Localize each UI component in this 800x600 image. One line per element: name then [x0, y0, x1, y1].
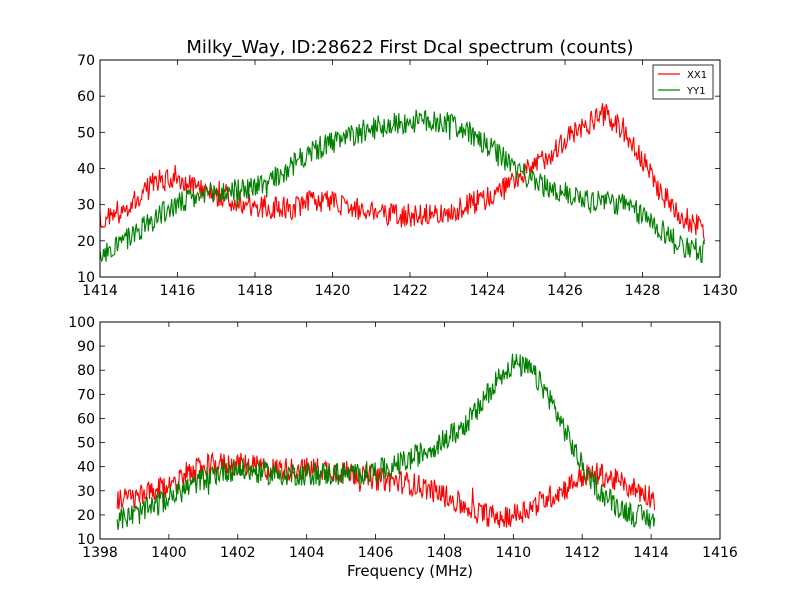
legend-label-yy1: YY1	[686, 86, 706, 97]
y-tick-label: 60	[77, 89, 95, 105]
legend: XX1 YY1	[652, 64, 714, 100]
chart-title: Milky_Way, ID:28622 First Dcal spectrum …	[186, 37, 633, 58]
x-tick-label: 1404	[289, 545, 325, 561]
legend-label-xx1: XX1	[687, 70, 707, 81]
y-tick-label: 70	[77, 53, 95, 69]
x-tick-label: 1406	[358, 545, 394, 561]
y-tick-label: 50	[77, 125, 95, 141]
y-tick-label: 40	[77, 460, 95, 476]
top-panel: 1414 1416 1418 1420 1422 1424 1426 1428 1430 10 20…	[77, 53, 738, 299]
x-tick-label: 1418	[237, 283, 273, 299]
x-tick-label: 1410	[496, 545, 532, 561]
axes-frame	[99, 59, 721, 278]
x-tick-label: 1414	[82, 283, 118, 299]
y-tick-label: 60	[77, 411, 95, 427]
x-tick-label: 1416	[160, 283, 196, 299]
x-tick-label: 1408	[427, 545, 463, 561]
series-line-xx1	[99, 103, 706, 242]
y-tick-label: 10	[77, 532, 95, 548]
x-tick-label: 1426	[547, 283, 583, 299]
x-tick-label: 1422	[392, 283, 428, 299]
series-line-yy1	[116, 353, 656, 531]
x-tick-label: 1414	[633, 545, 669, 561]
x-tick-label: 1400	[151, 545, 187, 561]
x-tick-label: 1424	[470, 283, 506, 299]
axes-frame	[99, 321, 721, 540]
y-tick-label: 80	[77, 363, 95, 379]
y-tick-label: 40	[77, 162, 95, 178]
x-tick-label: 1402	[220, 545, 256, 561]
series-line-yy1	[99, 109, 706, 264]
y-tick-label: 100	[68, 315, 95, 331]
y-tick-label: 30	[77, 484, 95, 500]
x-tick-label: 1416	[702, 545, 738, 561]
x-axis-label: Frequency (MHz)	[347, 562, 473, 580]
x-tick-label: 1398	[82, 545, 118, 561]
y-tick-label: 20	[77, 234, 95, 250]
x-tick-label: 1420	[315, 283, 351, 299]
legend-box	[652, 64, 714, 100]
x-tick-label: 1430	[702, 283, 738, 299]
bottom-panel: 1398 1400 1402 1404 1406 1408 1410 1412 1414 1416…	[68, 315, 738, 561]
x-tick-label: 1412	[564, 545, 600, 561]
x-tick-label: 1428	[625, 283, 661, 299]
y-tick-label: 10	[77, 270, 95, 286]
y-tick-label: 90	[77, 339, 95, 355]
y-tick-label: 50	[77, 436, 95, 452]
y-tick-label: 30	[77, 198, 95, 214]
y-tick-label: 20	[77, 508, 95, 524]
y-tick-label: 70	[77, 387, 95, 403]
